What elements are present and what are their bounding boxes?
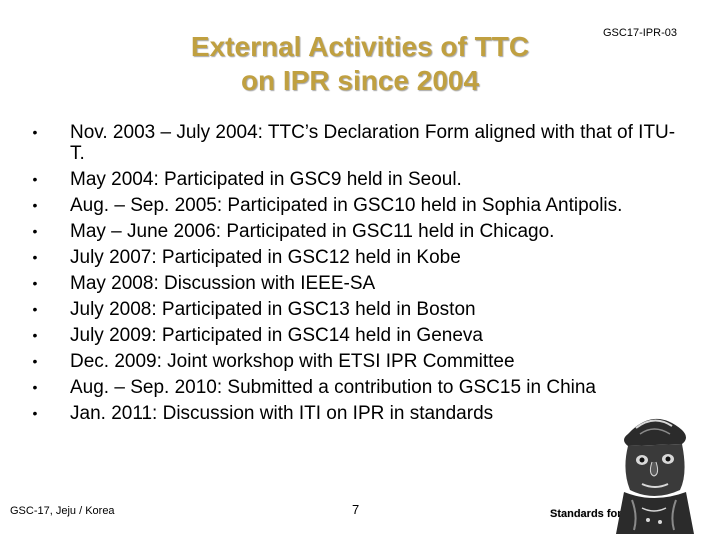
bullet-item: • July 2007: Participated in GSC12 held i… [28,247,688,268]
bullet-text: May 2008: Discussion with IEEE-SA [70,273,376,294]
footer-event: GSC-17, Jeju / Korea [10,505,115,517]
slide-title: External Activities of TTC on IPR since … [150,30,570,98]
bullet-item: • Jan. 2011: Discussion with ITI on IPR i… [28,403,688,424]
bullet-dot: • [32,249,38,265]
bullet-text: Aug. – Sep. 2005: Participated in GSC10 … [70,195,623,216]
bullet-text: July 2008: Participated in GSC13 held in… [70,299,476,320]
bullet-dot: • [32,124,38,140]
bullet-item: • May – June 2006: Participated in GSC11 … [28,221,688,242]
bullet-item: • May 2008: Discussion with IEEE-SA [28,273,688,294]
bullet-text: Jan. 2011: Discussion with ITI on IPR in… [70,403,494,424]
stone-statue-icon [616,418,694,534]
bullet-dot: • [32,197,38,213]
bullet-item: • July 2009: Participated in GSC14 held i… [28,325,688,346]
slide-title-line-1: External Activities of TTC [190,31,530,62]
bullet-item: • May 2004: Participated in GSC9 held in … [28,169,688,190]
bullet-dot: • [32,301,38,317]
bullet-text: July 2007: Participated in GSC12 held in… [70,247,461,268]
bullet-item: • July 2008: Participated in GSC13 held i… [28,299,688,320]
bullet-list: • Nov. 2003 – July 2004: TTC’s Declaratio… [28,122,688,429]
bullet-item: • Aug. – Sep. 2010: Submitted a contribut… [28,377,688,398]
bullet-dot: • [32,379,38,395]
bullet-dot: • [32,171,38,187]
document-id: GSC17-IPR-03 [603,27,677,39]
bullet-dot: • [32,223,38,239]
bullet-text: Aug. – Sep. 2010: Submitted a contributi… [70,377,596,398]
bullet-dot: • [32,405,38,421]
bullet-text: May – June 2006: Participated in GSC11 h… [70,221,555,242]
bullet-text: July 2009: Participated in GSC14 held in… [70,325,483,346]
bullet-dot: • [32,327,38,343]
bullet-item: • Nov. 2003 – July 2004: TTC’s Declaratio… [28,122,688,164]
page-number: 7 [352,502,360,517]
bullet-dot: • [32,275,38,291]
bullet-item: • Dec. 2009: Joint workshop with ETSI IPR… [28,351,688,372]
slide-title-line-2: on IPR since 2004 [240,65,480,96]
bullet-text: Nov. 2003 – July 2004: TTC’s Declaration… [70,122,676,164]
bullet-text: May 2004: Participated in GSC9 held in S… [70,169,462,190]
bullet-item: • Aug. – Sep. 2005: Participated in GSC10… [28,195,688,216]
bullet-dot: • [32,353,38,369]
bullet-text: Dec. 2009: Joint workshop with ETSI IPR … [70,351,515,372]
